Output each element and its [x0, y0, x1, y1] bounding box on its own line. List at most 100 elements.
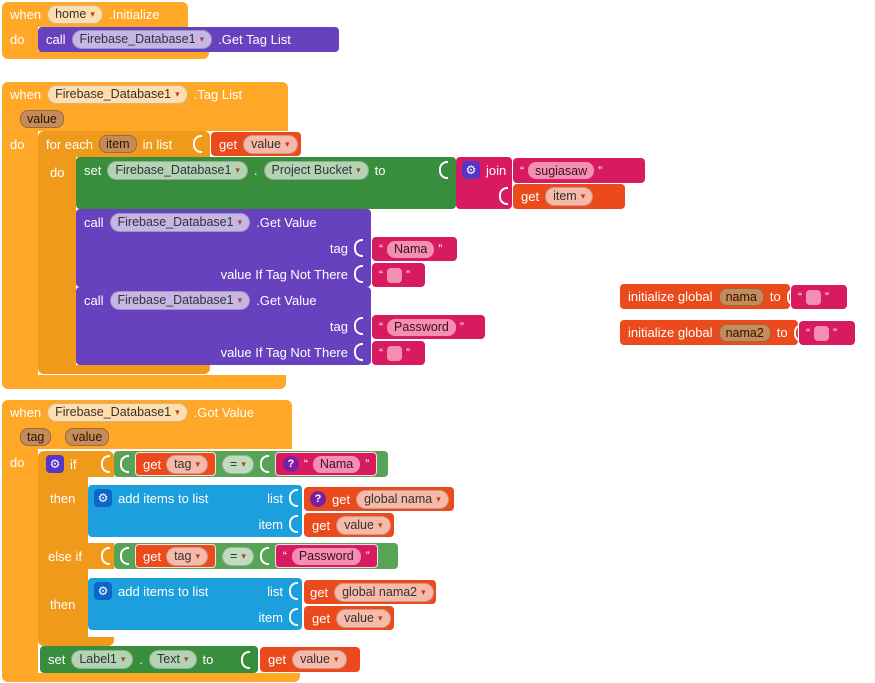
empty-string-block[interactable]: [791, 285, 847, 309]
operator-dropdown-equals[interactable]: =: [222, 454, 254, 474]
component-dropdown-label1[interactable]: Label1: [71, 650, 134, 669]
text-string-block-nama[interactable]: ? Nama: [274, 452, 378, 476]
call-get-tag-list-block[interactable]: call Firebase_Database1 .Get Tag List: [38, 27, 339, 52]
event-do-column[interactable]: do: [2, 27, 38, 52]
get-global-nama2-block[interactable]: get global nama2: [304, 580, 436, 604]
empty-string-field[interactable]: [387, 345, 402, 361]
empty-string-block[interactable]: [372, 263, 425, 287]
string-value[interactable]: Nama: [312, 455, 361, 473]
get-tag-block[interactable]: get tag: [135, 544, 216, 568]
text-string-block-sugiasaw[interactable]: sugiasaw: [513, 158, 645, 183]
tag-param-label: tag: [329, 318, 348, 334]
property-dropdown-text[interactable]: Text: [149, 650, 197, 669]
empty-string-field[interactable]: [814, 325, 829, 341]
get-value-block[interactable]: get value: [260, 647, 360, 672]
property-dropdown-project-bucket[interactable]: Project Bucket: [263, 160, 369, 180]
init-global-nama2-block[interactable]: initialize global nama2 to: [620, 320, 803, 345]
var-dropdown-value[interactable]: value: [292, 650, 347, 669]
component-dropdown-firebase[interactable]: Firebase_Database1: [109, 212, 251, 232]
call-get-value-password-block[interactable]: call Firebase_Database1 .Get Value tag v…: [76, 287, 371, 365]
get-item-block[interactable]: get item: [513, 184, 625, 209]
equals-block-2[interactable]: get tag = Password: [114, 543, 398, 569]
var-dropdown-tag[interactable]: tag: [166, 546, 208, 566]
var-dropdown-tag[interactable]: tag: [166, 454, 208, 474]
do-label: do: [10, 32, 25, 47]
call-get-value-nama-block[interactable]: call Firebase_Database1 .Get Value tag v…: [76, 209, 371, 287]
comment-question-icon[interactable]: ?: [282, 456, 299, 472]
event-param-value[interactable]: value: [20, 110, 64, 128]
var-dropdown-value[interactable]: value: [243, 134, 298, 154]
event-block-footer[interactable]: [2, 51, 209, 59]
for-each-label: for each: [46, 136, 93, 152]
add-items-to-list-block-1[interactable]: ⚙ add items to list list item: [88, 485, 302, 537]
var-dropdown-item[interactable]: item: [545, 187, 594, 206]
set-label1-text-block[interactable]: set Label1 . Text to: [40, 646, 258, 673]
foreach-block-footer[interactable]: [38, 365, 210, 374]
get-global-nama-block[interactable]: ? get global nama: [304, 487, 454, 511]
global-var-name[interactable]: nama2: [718, 323, 771, 342]
var-dropdown-value[interactable]: value: [336, 515, 391, 535]
var-dropdown-value[interactable]: value: [336, 608, 391, 628]
component-dropdown-home[interactable]: home: [47, 5, 103, 24]
loop-var-item[interactable]: item: [98, 135, 137, 153]
event-block-footer[interactable]: [2, 375, 286, 389]
event-param-value[interactable]: value: [65, 428, 110, 446]
event-block-home-initialize[interactable]: when home .Initialize: [2, 2, 188, 27]
global-var-name[interactable]: nama: [718, 287, 764, 306]
empty-string-block[interactable]: [799, 321, 855, 345]
get-label: get: [312, 610, 331, 626]
event-block-tag-list[interactable]: when Firebase_Database1 .Tag List value: [2, 82, 288, 131]
mutator-gear-icon[interactable]: ⚙: [94, 582, 112, 600]
event-do-column[interactable]: do: [2, 449, 38, 673]
foreach-block-header[interactable]: for each item in list: [38, 131, 210, 157]
mutator-gear-icon[interactable]: ⚙: [46, 455, 64, 473]
string-value[interactable]: Nama: [387, 240, 435, 258]
string-value[interactable]: sugiasaw: [528, 162, 595, 179]
item-socket: [289, 515, 298, 533]
component-dropdown-firebase[interactable]: Firebase_Database1: [107, 160, 248, 180]
text-string-block-password[interactable]: Password: [372, 315, 485, 339]
get-value-block[interactable]: get value: [304, 606, 394, 630]
list-param-label: list: [267, 583, 283, 599]
text-string-block-password[interactable]: Password: [274, 544, 378, 568]
get-value-block[interactable]: get value: [304, 513, 394, 537]
component-dropdown-firebase[interactable]: Firebase_Database1: [71, 30, 213, 49]
to-label: to: [769, 289, 781, 304]
join-block[interactable]: ⚙ join: [456, 157, 522, 209]
add-items-to-list-block-2[interactable]: ⚙ add items to list list item: [88, 578, 302, 630]
mutator-gear-icon[interactable]: ⚙: [462, 161, 480, 179]
tag-socket: [354, 239, 363, 257]
event-param-tag[interactable]: tag: [20, 428, 52, 446]
item-socket: [289, 608, 298, 626]
var-dropdown-global-nama2[interactable]: global nama2: [334, 582, 434, 602]
event-block-footer[interactable]: [2, 673, 300, 682]
get-tag-block[interactable]: get tag: [135, 452, 216, 476]
method-name-label: .Get Value: [256, 292, 317, 308]
component-dropdown-firebase[interactable]: Firebase_Database1: [47, 85, 188, 104]
if-block-header[interactable]: ⚙ if: [38, 451, 114, 477]
if-block-footer[interactable]: [38, 637, 114, 646]
event-block-got-value[interactable]: when Firebase_Database1 .Got Value tag v…: [2, 400, 292, 449]
else-if-row[interactable]: else if: [38, 543, 114, 569]
init-global-nama-block[interactable]: initialize global nama to: [620, 284, 796, 309]
comment-question-icon[interactable]: ?: [310, 491, 326, 507]
foreach-do-column[interactable]: do: [38, 157, 76, 365]
operand-socket-right: [259, 455, 269, 473]
equals-block-1[interactable]: get tag = ? Nama: [114, 451, 388, 477]
string-value[interactable]: Password: [387, 318, 456, 336]
operator-dropdown-equals[interactable]: =: [222, 546, 254, 566]
component-dropdown-firebase[interactable]: Firebase_Database1: [47, 403, 188, 422]
string-value[interactable]: Password: [291, 547, 361, 565]
set-project-bucket-block[interactable]: set Firebase_Database1 . Project Bucket …: [76, 157, 456, 209]
add-items-label: add items to list: [118, 583, 209, 599]
empty-string-field[interactable]: [387, 267, 402, 283]
dot-label: .: [139, 652, 144, 667]
text-string-block-nama[interactable]: Nama: [372, 237, 457, 261]
mutator-gear-icon[interactable]: ⚙: [94, 489, 112, 507]
event-do-column[interactable]: do: [2, 131, 38, 375]
empty-string-block[interactable]: [372, 341, 425, 365]
var-dropdown-global-nama[interactable]: global nama: [356, 489, 449, 509]
get-value-block[interactable]: get value: [211, 132, 301, 156]
empty-string-field[interactable]: [806, 289, 821, 305]
component-dropdown-firebase[interactable]: Firebase_Database1: [109, 290, 251, 310]
